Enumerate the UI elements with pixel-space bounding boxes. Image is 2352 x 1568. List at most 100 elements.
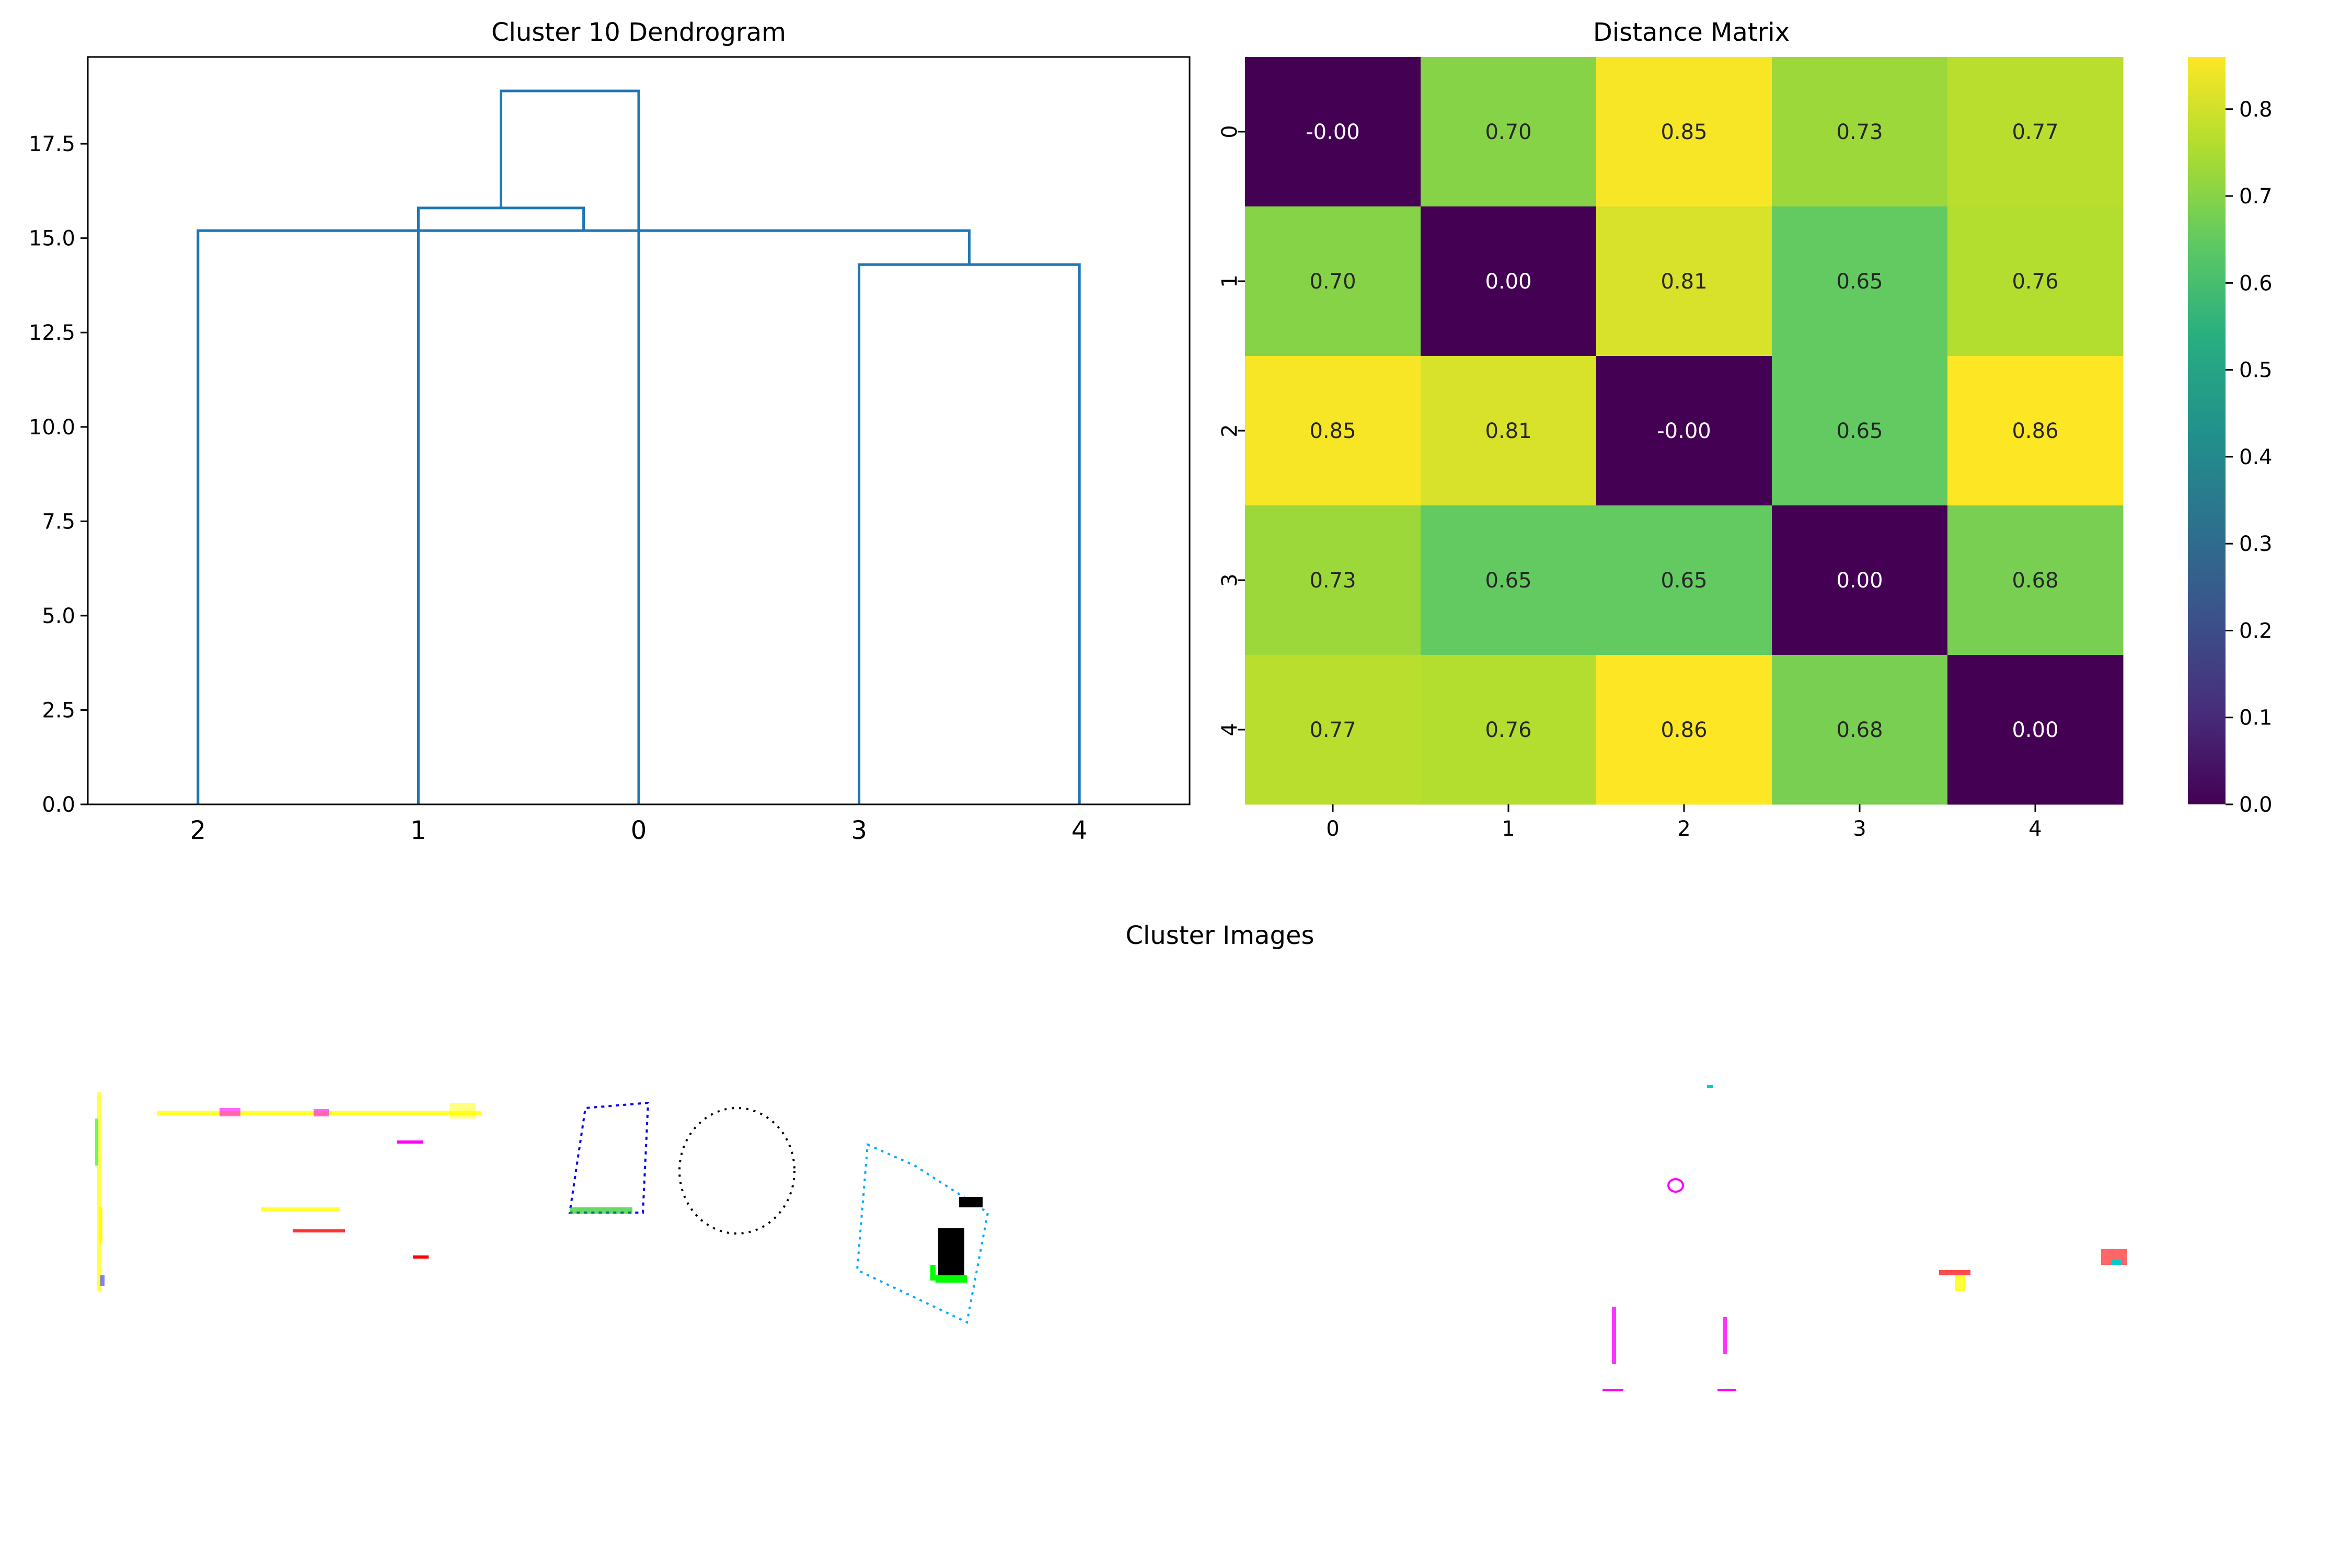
dendrogram-frame	[87, 56, 1191, 805]
heatmap-cell	[1245, 655, 1421, 805]
heatmap-x-tick-label: 4	[2028, 817, 2042, 841]
dendrogram-link	[858, 263, 1081, 804]
heatmap-title: Distance Matrix	[1593, 18, 1790, 47]
heatmap-cell	[1772, 356, 1948, 506]
colorbar-tick-label: 0.3	[2239, 532, 2273, 556]
heatmap-annotation: 0.76	[2012, 270, 2058, 294]
heatmap-x-tick-label: 2	[1677, 817, 1690, 841]
heatmap-cell	[1947, 505, 2124, 655]
heatmap-annotation: -0.00	[1657, 419, 1711, 443]
heatmap-annotation: 0.70	[1309, 270, 1356, 294]
heatmap-cell	[1947, 356, 2124, 506]
dendrogram-y-tick-label: 7.5	[42, 510, 75, 534]
heatmap-annotations: -0.00 0.70 0.85 0.73 0.77 0.70 0.00 0.81 0.65 0.7…	[1306, 120, 2058, 742]
dendrogram-y-tick-label: 5.0	[42, 604, 75, 628]
heatmap-cell	[1596, 206, 1772, 356]
heatmap-y-tick-label: 1	[1218, 274, 1242, 287]
heatmap-cell	[1421, 206, 1597, 356]
heatmap-annotation: 0.86	[1661, 718, 1707, 742]
heatmap-cell	[1245, 206, 1421, 356]
heatmap-cell	[1772, 505, 1948, 655]
heatmap-annotation: 0.65	[1836, 419, 1883, 443]
heatmap-annotation: 0.77	[2012, 120, 2058, 144]
dendrogram-x-tick-label: 2	[190, 816, 206, 845]
heatmap-annotation: 0.65	[1661, 569, 1707, 593]
heatmap-annotation: 0.85	[1661, 120, 1707, 144]
heatmap-cell	[1245, 356, 1421, 506]
dendrogram-y-tick-label: 2.5	[42, 698, 75, 722]
dendrogram-y-tick-label: 12.5	[29, 321, 75, 345]
dendrogram-x-tick-label: 0	[631, 816, 647, 845]
heatmap-x-tick-label: 0	[1326, 817, 1339, 841]
colorbar-axis: 0.0 0.1 0.2 0.3 0.4 0.5 0.6 0.7 0.8	[2226, 98, 2273, 817]
dendrogram-x-axis: 2 1 0 3 4	[190, 816, 1088, 845]
heatmap-cell	[1421, 655, 1597, 805]
dendrogram-x-tick-label: 1	[410, 816, 426, 845]
heatmap-cell	[1947, 57, 2124, 207]
dendrogram-links	[197, 89, 1081, 804]
heatmap-cell	[1596, 655, 1772, 805]
heatmap-annotation: 0.73	[1309, 569, 1356, 593]
heatmap-cell	[1421, 57, 1597, 207]
heatmap-cell	[1245, 57, 1421, 207]
heatmap-cells	[1245, 57, 2124, 805]
heatmap-annotation: 0.68	[2012, 569, 2058, 593]
heatmap-cell	[1772, 57, 1948, 207]
heatmap-cell	[1421, 505, 1597, 655]
colorbar-tick-label: 0.4	[2239, 445, 2273, 469]
colorbar-tick-label: 0.2	[2239, 619, 2273, 643]
dendrogram-link	[417, 206, 585, 804]
colorbar-tick-label: 0.0	[2239, 793, 2273, 817]
dendrogram-y-axis: 0.0 2.5 5.0 7.5 10.0 12.5 15.0 17.5	[29, 132, 88, 817]
heatmap-cell	[1596, 505, 1772, 655]
colorbar	[2188, 57, 2226, 804]
heatmap-cell	[1596, 356, 1772, 506]
heatmap-annotation: 0.00	[2012, 718, 2058, 742]
cluster-image-right	[1602, 1085, 2127, 1391]
heatmap-annotation: 0.76	[1485, 718, 1531, 742]
colorbar-tick-label: 0.5	[2239, 359, 2273, 383]
heatmap-cell	[1421, 356, 1597, 506]
heatmap-y-tick-label: 3	[1218, 573, 1242, 586]
heatmap-x-axis: 0 1 2 3 4	[1326, 804, 2042, 841]
heatmap-annotation: 0.65	[1485, 569, 1531, 593]
heatmap-annotation: 0.70	[1485, 120, 1531, 144]
dendrogram-x-tick-label: 4	[1071, 816, 1088, 845]
cluster-images-panel: Cluster Images	[95, 921, 2127, 1391]
heatmap-x-tick-label: 3	[1853, 817, 1866, 841]
heatmap-annotation: 0.65	[1836, 270, 1883, 294]
heatmap-y-tick-label: 2	[1218, 424, 1242, 437]
colorbar-tick-label: 0.8	[2239, 98, 2273, 122]
heatmap-y-axis: 0 1 2 3 4	[1218, 125, 1245, 736]
heatmap-cell	[1596, 57, 1772, 207]
dendrogram-y-tick-label: 17.5	[29, 132, 75, 156]
colorbar-tick-label: 0.6	[2239, 271, 2273, 295]
heatmap-y-tick-label: 0	[1218, 125, 1242, 138]
dendrogram-link	[197, 229, 971, 804]
heatmap-annotation: 0.85	[1309, 419, 1356, 443]
dendrogram-y-tick-label: 15.0	[29, 227, 75, 251]
heatmap-annotation: 0.00	[1485, 270, 1531, 294]
cluster-images-title: Cluster Images	[1126, 921, 1315, 950]
heatmap-annotation: -0.00	[1306, 120, 1360, 144]
heatmap-x-tick-label: 1	[1502, 817, 1515, 841]
heatmap-annotation: 0.77	[1309, 718, 1356, 742]
cluster-image-left	[95, 1092, 989, 1324]
dendrogram-panel: Cluster 10 Dendrogram 0.02.55.07.510.012…	[29, 18, 1191, 845]
heatmap-annotation: 0.68	[1836, 718, 1883, 742]
heatmap-cell	[1947, 206, 2124, 356]
heatmap-cell	[1772, 655, 1948, 805]
heatmap-cell	[1772, 206, 1948, 356]
heatmap-y-tick-label: 4	[1218, 723, 1242, 736]
heatmap-cell	[1947, 655, 2124, 805]
heatmap-annotation: 0.86	[2012, 419, 2058, 443]
heatmap-panel: Distance Matrix -0.00 0.70 0.85 0.73 0.770.7…	[1218, 18, 2273, 841]
colorbar-tick-label: 0.1	[2239, 706, 2273, 730]
dendrogram-y-tick-label: 0.0	[42, 793, 75, 817]
dendrogram-x-tick-label: 3	[851, 816, 867, 845]
dendrogram-link	[500, 89, 640, 804]
colorbar-tick-label: 0.7	[2239, 185, 2273, 209]
dendrogram-y-tick-label: 10.0	[29, 416, 75, 440]
heatmap-cell	[1245, 505, 1421, 655]
